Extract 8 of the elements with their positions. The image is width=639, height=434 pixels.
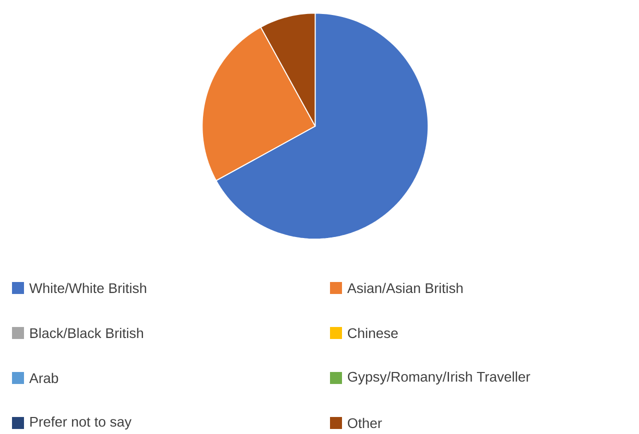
legend-label: White/White British <box>29 282 146 294</box>
legend-label: Arab <box>29 372 58 384</box>
legend-label: Chinese <box>348 328 398 338</box>
legend-label: Asian/Asian British <box>347 282 463 294</box>
legend-label: Other <box>348 418 382 428</box>
legend-label: Prefer not to say <box>30 416 132 430</box>
legend-label: Black/Black British <box>30 328 144 338</box>
legend-label: Gypsy/Romany/Irish Traveller <box>348 371 530 384</box>
